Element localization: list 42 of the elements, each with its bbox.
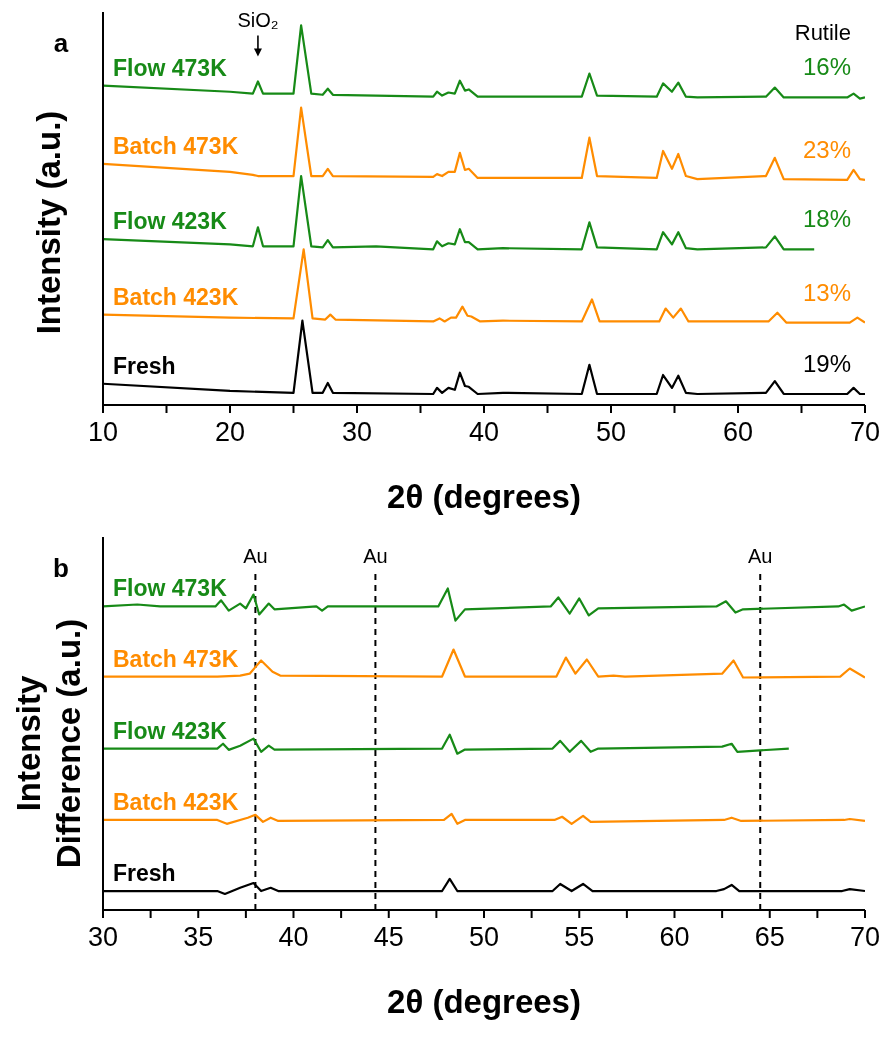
x-tick-label: 10 xyxy=(87,417,119,447)
chart-title: b xyxy=(53,553,69,583)
ref-line-label: Au xyxy=(363,544,388,567)
x-tick-label: 55 xyxy=(564,922,595,952)
ref-line-label: Au xyxy=(243,544,268,567)
series-label: Flow 423K xyxy=(113,208,228,235)
y-axis-title: Intensity Difference (a.u.) xyxy=(10,618,87,869)
x-tick-label: 50 xyxy=(595,417,627,447)
x-tick-label: 30 xyxy=(87,922,119,952)
x-tick-label: 20 xyxy=(214,417,246,447)
chart-title: a xyxy=(53,28,69,58)
series-label: Batch 423K xyxy=(113,283,239,310)
x-tick-label: 40 xyxy=(278,922,309,952)
x-tick-label: 60 xyxy=(722,417,754,447)
annotation: 13% xyxy=(802,278,851,306)
series-label: Flow 473K xyxy=(113,575,228,602)
annotation: 18% xyxy=(802,205,851,233)
x-tick-label: 50 xyxy=(468,922,500,952)
annotation: SiO₂ xyxy=(237,9,279,32)
x-tick-label: 45 xyxy=(373,922,404,952)
series-label: Batch 473K xyxy=(113,645,239,672)
x-tick-label: 40 xyxy=(468,417,500,447)
annotation: 19% xyxy=(802,349,851,377)
x-axis-title: 2θ (degrees) xyxy=(387,983,581,1020)
x-tick-label: 65 xyxy=(754,922,785,952)
y-axis-title: Intensity (a.u.) xyxy=(30,110,67,335)
series-label: Batch 423K xyxy=(113,788,239,815)
x-tick-label: 35 xyxy=(183,922,214,952)
annotation: 23% xyxy=(802,135,851,163)
x-axis-title: 2θ (degrees) xyxy=(387,478,581,515)
series-label: Flow 423K xyxy=(113,717,228,744)
series-label: Batch 473K xyxy=(113,132,239,159)
x-tick-label: 70 xyxy=(849,922,881,952)
annotation: 16% xyxy=(802,53,851,81)
series-label: Fresh xyxy=(113,352,176,379)
series-label: Fresh xyxy=(113,860,176,887)
x-tick-label: 70 xyxy=(849,417,881,447)
x-tick-label: 60 xyxy=(659,922,690,952)
x-tick-label: 30 xyxy=(341,417,373,447)
series-label: Flow 473K xyxy=(113,54,228,81)
annotation: Rutile xyxy=(794,20,851,45)
ref-line-label: Au xyxy=(747,544,773,567)
